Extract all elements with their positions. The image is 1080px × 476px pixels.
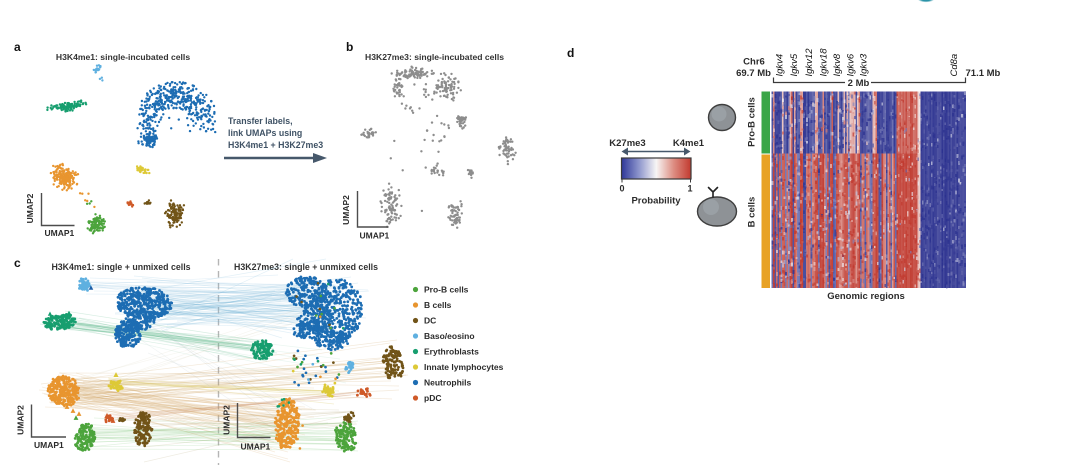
svg-text:UMAP1: UMAP1: [34, 440, 64, 450]
svg-text:UMAP1: UMAP1: [45, 228, 75, 238]
svg-text:H3K27me3: single + unmixed cel: H3K27me3: single + unmixed cells: [234, 262, 378, 272]
svg-text:UMAP2: UMAP2: [25, 193, 35, 223]
svg-text:H3K4me1: single + unmixed cell: H3K4me1: single + unmixed cells: [51, 262, 190, 272]
svg-text:Transfer labels,: Transfer labels,: [228, 116, 293, 126]
svg-text:b: b: [346, 40, 353, 54]
svg-text:c: c: [14, 256, 21, 270]
svg-text:UMAP1: UMAP1: [360, 231, 390, 241]
svg-text:UMAP2: UMAP2: [16, 405, 26, 435]
svg-text:H3K4me1: single-incubated cell: H3K4me1: single-incubated cells: [56, 52, 190, 62]
svg-text:H3K27me3: single-incubated cel: H3K27me3: single-incubated cells: [365, 52, 504, 62]
svg-text:H3K4me1 + H3K27me3: H3K4me1 + H3K27me3: [228, 140, 323, 150]
svg-text:a: a: [14, 40, 21, 54]
svg-text:UMAP2: UMAP2: [341, 195, 351, 225]
svg-text:link UMAPs using: link UMAPs using: [228, 128, 302, 138]
